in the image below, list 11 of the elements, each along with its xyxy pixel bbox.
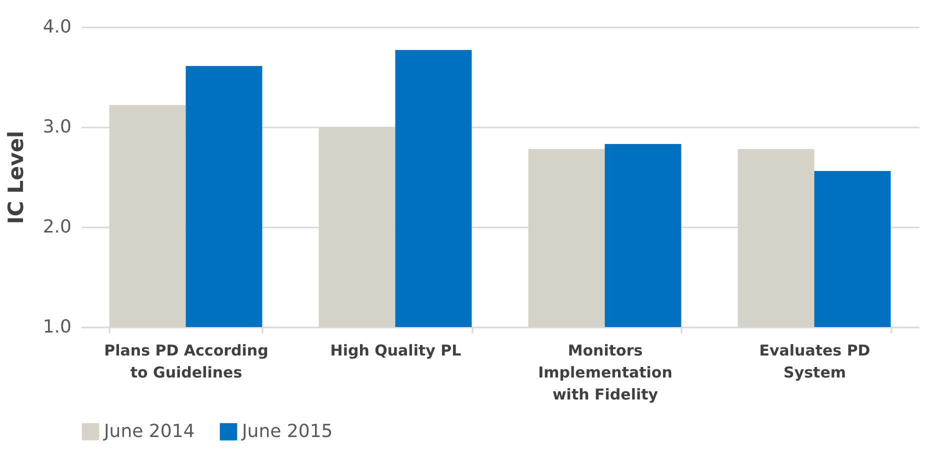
x-tick-label: Plans PD According to Guidelines xyxy=(104,342,268,382)
legend-label: June 2015 xyxy=(241,420,333,442)
y-tick-label: 3.0 xyxy=(42,116,72,138)
y-tick-label: 4.0 xyxy=(42,16,72,38)
y-tick-label: 1.0 xyxy=(42,316,72,338)
y-axis-title: IC Level xyxy=(4,130,28,224)
x-tick-label: High Quality PL xyxy=(330,342,462,360)
x-tick-label: Evaluates PD System xyxy=(759,342,870,382)
x-tick-label: Monitors Implementation with Fidelity xyxy=(538,342,672,404)
legend-label: June 2014 xyxy=(103,420,195,442)
y-tick-label: 2.0 xyxy=(42,216,72,238)
